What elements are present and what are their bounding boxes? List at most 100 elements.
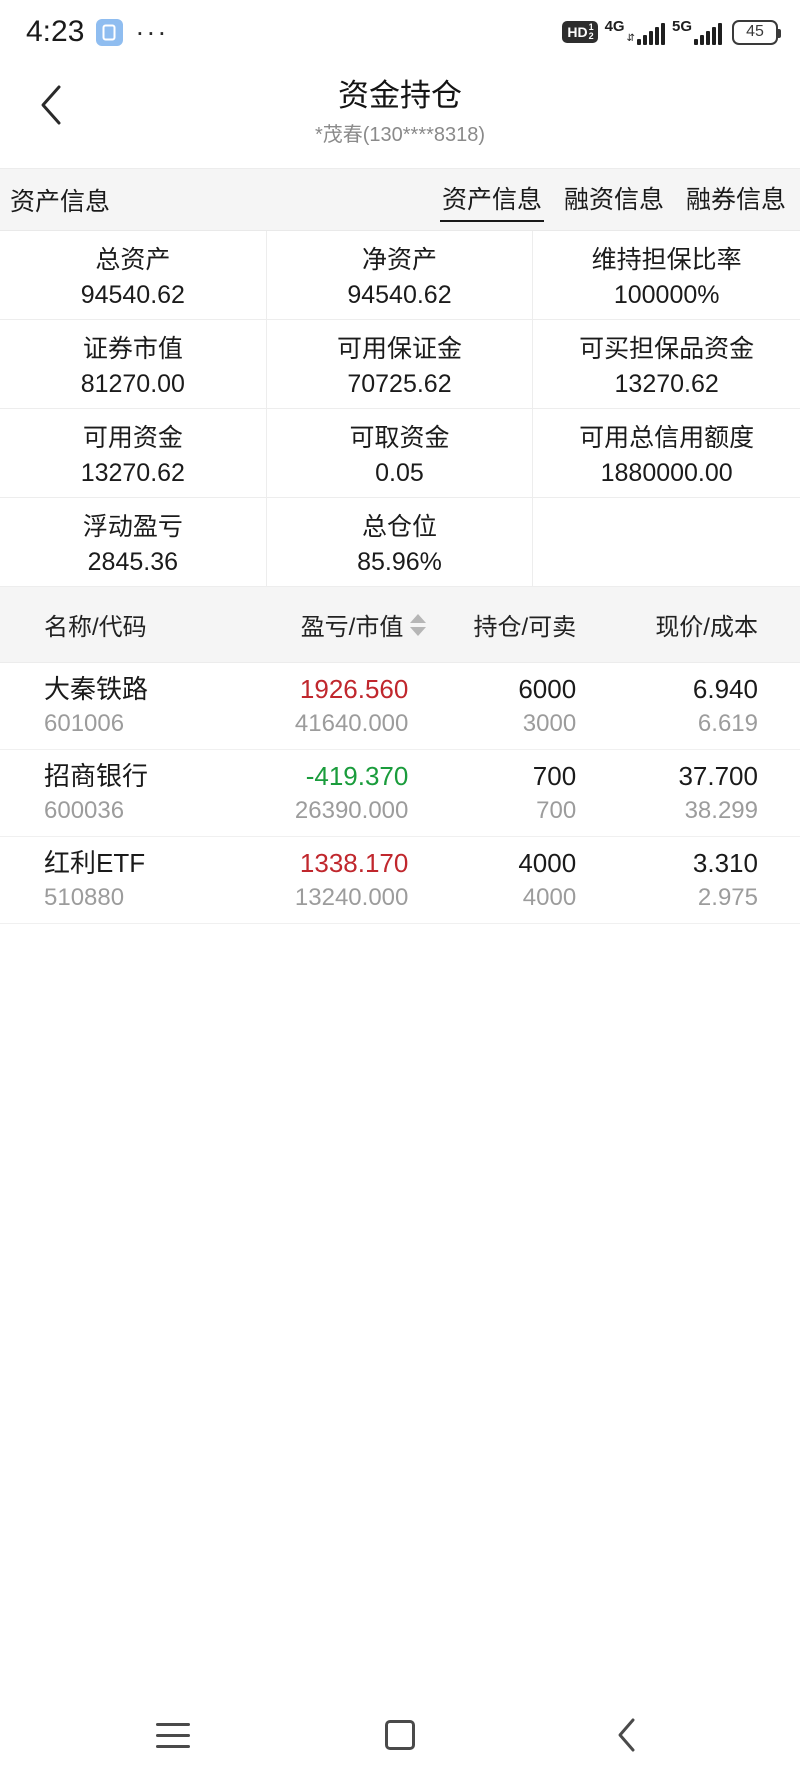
- signal-5g-icon: 5G: [672, 19, 722, 45]
- holding-market-value: 26390.000: [294, 797, 409, 824]
- asset-cell-net-assets: 净资产 94540.62: [266, 231, 534, 320]
- holding-market-value: 41640.000: [294, 710, 409, 737]
- cell-value: 2845.36: [87, 548, 179, 576]
- system-back-button[interactable]: [582, 1705, 672, 1765]
- cell-label: 可用总信用额度: [579, 424, 755, 452]
- asset-cell-available-funds: 可用资金 13270.62: [0, 409, 267, 498]
- holdings-header-row: 名称/代码 盈亏/市值 持仓/可卖 现价/成本: [0, 587, 800, 663]
- overflow-dots-icon: ···: [135, 17, 169, 47]
- holding-name: 红利ETF: [44, 848, 146, 878]
- cell-label: 维持担保比率: [591, 246, 742, 274]
- sort-arrows-icon[interactable]: [410, 613, 427, 636]
- data-activity-icon: ⇵: [626, 33, 635, 44]
- table-row[interactable]: 大秦铁路 601006 1926.560 41640.000 6000 3000…: [0, 663, 800, 750]
- network-type-4g: 4G: [604, 18, 625, 35]
- menu-lines-icon: [156, 1722, 191, 1748]
- home-button[interactable]: [355, 1705, 445, 1765]
- asset-cell-maintenance-ratio: 维持担保比率 100000%: [533, 231, 800, 320]
- holding-name-code: 招商银行 600036: [0, 761, 209, 825]
- signal-bars-5g: [694, 23, 722, 45]
- table-row[interactable]: 招商银行 600036 -419.370 26390.000 700 700 3…: [0, 750, 800, 837]
- column-header-pnl-value-label: 盈亏/市值: [300, 614, 404, 641]
- cell-label: 可用保证金: [336, 335, 462, 363]
- holding-name: 大秦铁路: [44, 674, 149, 704]
- holding-code: 510880: [44, 884, 125, 911]
- holding-position-sellable: 4000 4000: [436, 848, 618, 912]
- holding-code: 600036: [44, 797, 125, 824]
- holding-sellable: 3000: [522, 710, 577, 737]
- holding-pnl: 1338.170: [299, 848, 409, 878]
- hd-fraction: 1 2: [589, 23, 594, 41]
- column-header-pnl-value[interactable]: 盈亏/市值: [209, 607, 436, 642]
- account-subtitle: *茂春(130****8318): [314, 124, 486, 146]
- holding-price: 3.310: [692, 848, 758, 878]
- system-navigation-bar: [0, 1692, 800, 1778]
- tab-list: 资产信息 融资信息 融券信息: [438, 178, 790, 222]
- asset-cell-empty: [533, 498, 800, 587]
- holding-pnl: 1926.560: [299, 674, 409, 704]
- app-switch-icon: [96, 18, 124, 46]
- cell-value: 70725.62: [347, 370, 452, 398]
- network-type-5g: 5G: [671, 18, 692, 35]
- holding-sellable: 700: [536, 797, 577, 824]
- holding-market-value: 13240.000: [294, 884, 409, 911]
- column-header-price-cost: 现价/成本: [655, 614, 758, 641]
- sort-desc-arrow-icon: [410, 626, 427, 636]
- asset-info-grid: 总资产 94540.62 净资产 94540.62 维持担保比率 100000%…: [0, 230, 800, 587]
- holding-cost: 6.619: [697, 710, 758, 737]
- cell-label: 净资产: [361, 246, 437, 274]
- sort-asc-arrow-icon: [410, 613, 427, 623]
- column-header-position-sellable: 持仓/可卖: [473, 614, 577, 641]
- back-button[interactable]: [24, 78, 78, 132]
- cell-value: 0.05: [375, 459, 424, 487]
- hd-label: HD: [567, 24, 588, 40]
- home-square-icon: [384, 1720, 415, 1750]
- holding-cost: 38.299: [684, 797, 758, 824]
- holding-pnl-value: -419.370 26390.000: [209, 761, 436, 825]
- holding-name-code: 红利ETF 510880: [0, 848, 209, 912]
- holding-cost: 2.975: [697, 884, 758, 911]
- tab-asset-info[interactable]: 资产信息: [438, 178, 546, 222]
- table-row[interactable]: 红利ETF 510880 1338.170 13240.000 4000 400…: [0, 837, 800, 924]
- holding-price-cost: 6.940 6.619: [618, 674, 800, 738]
- cell-value: 100000%: [613, 281, 720, 309]
- signal-4g-icon: 4G ⇵: [605, 19, 665, 45]
- page-title: 资金持仓: [338, 78, 462, 113]
- holding-price: 37.700: [678, 761, 758, 791]
- cell-value: 85.96%: [357, 548, 442, 576]
- holding-name-code: 大秦铁路 601006: [0, 674, 209, 738]
- recents-button[interactable]: [128, 1705, 218, 1765]
- cell-value: 81270.00: [80, 370, 185, 398]
- asset-cell-securities-value: 证券市值 81270.00: [0, 320, 267, 409]
- holding-name: 招商银行: [44, 761, 149, 791]
- holding-position-sellable: 6000 3000: [436, 674, 618, 738]
- asset-cell-available-margin: 可用保证金 70725.62: [266, 320, 534, 409]
- hd-num-bottom: 2: [588, 31, 594, 41]
- tab-margin-info[interactable]: 融资信息: [563, 185, 664, 214]
- content-filler: [0, 1308, 800, 1692]
- cell-value: 94540.62: [347, 281, 452, 309]
- cell-value: 94540.62: [80, 281, 185, 309]
- asset-cell-collateral-purchase-funds: 可买担保品资金 13270.62: [533, 320, 800, 409]
- signal-bars-4g: [636, 23, 665, 45]
- holding-pnl: -419.370: [305, 761, 409, 791]
- asset-cell-floating-pnl: 浮动盈亏 2845.36: [0, 498, 267, 587]
- holding-price-cost: 3.310 2.975: [618, 848, 800, 912]
- holding-pnl-value: 1926.560 41640.000: [209, 674, 436, 738]
- battery-level: 45: [746, 23, 764, 40]
- tab-securities-lending-info[interactable]: 融券信息: [685, 185, 786, 214]
- status-time: 4:23: [26, 15, 85, 48]
- tab-section-label: 资产信息: [10, 187, 111, 216]
- holding-position: 6000: [518, 674, 577, 704]
- chevron-left-icon: [618, 1718, 635, 1752]
- holding-pnl-value: 1338.170 13240.000: [209, 848, 436, 912]
- cell-label: 总仓位: [361, 513, 437, 541]
- cell-label: 证券市值: [82, 335, 183, 363]
- holding-sellable: 4000: [522, 884, 577, 911]
- column-header-name-code: 名称/代码: [44, 614, 147, 641]
- cell-label: 总资产: [95, 246, 171, 274]
- asset-cell-withdrawable-funds: 可取资金 0.05: [266, 409, 534, 498]
- asset-cell-total-position: 总仓位 85.96%: [266, 498, 534, 587]
- chevron-left-icon: [41, 85, 61, 125]
